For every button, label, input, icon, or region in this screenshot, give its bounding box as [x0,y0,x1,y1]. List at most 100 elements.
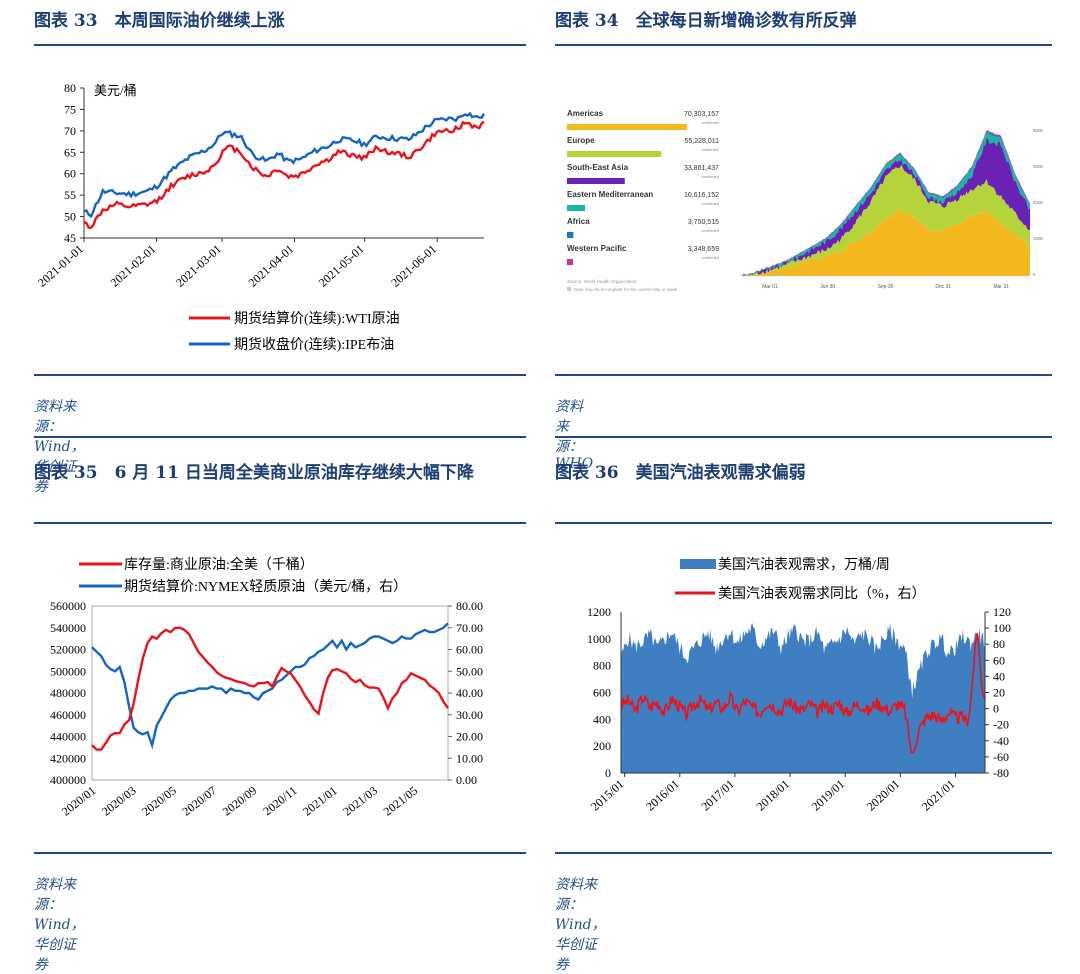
x-tick-label: Sep 30 [878,284,894,290]
who-cases-chart: Americas 70,303,157 confirmed Europe 55,228,… [567,109,1044,292]
area-south-east-asia [741,137,1030,276]
area-americas [741,208,1030,276]
region-value: 10,616,152 [684,192,719,199]
y-tick-label: 800k [1033,128,1044,133]
y-right-tick-label: 70.00 [456,621,483,635]
y-right-tick-label: 0 [993,702,999,716]
y-right-tick-label: 10.00 [456,751,483,765]
x-tick-label: 2018/01 [753,777,792,814]
y-tick-label: 400k [1033,200,1044,205]
x-tick-label: 2020/07 [180,783,220,818]
y-left-tick-label: 420000 [50,751,86,765]
x-tick-label: 2016/01 [643,777,682,814]
x-tick-label: 2021-05-01 [316,242,367,290]
region-name: Eastern Mediterranean [567,190,653,199]
x-tick-label: Jun 30 [820,284,835,290]
y-right-tick-label: 20 [993,686,1005,700]
y-left-tick-label: 1000 [587,632,611,646]
region-bar [567,151,662,157]
y-tick-label: 70 [64,124,76,138]
x-tick-label: 2021/01 [919,777,958,814]
legend-label: 期货结算价(连续):WTI原油 [234,310,400,327]
region-bar [567,124,687,130]
x-tick-label: 2021/01 [300,783,340,818]
y-left-tick-label: 560000 [50,599,86,613]
confirmed-label: confirmed [701,174,719,179]
region-bar [567,205,586,211]
y-tick-label: 600k [1033,164,1044,169]
y-left-tick-label: 600 [593,686,611,700]
x-tick-label: 2015/01 [588,777,627,814]
y-left-tick-label: 800 [593,659,611,673]
x-tick-label: 2021-06-01 [388,242,439,290]
y-right-tick-label: 60.00 [456,643,483,657]
series-line-nymex [91,622,449,750]
region-value: 33,861,437 [684,165,719,172]
x-tick-label: 2020/09 [220,783,260,818]
panel-title: 图表 35 6 月 11 日当周全美商业原油库存继续大幅下降 [34,463,474,483]
y-right-tick-label: 20.00 [456,730,483,744]
region-name: South-East Asia [567,163,629,172]
x-tick-label: Dec 31 [935,284,951,290]
confirmed-label: confirmed [701,201,719,206]
source-rule [555,374,1052,376]
plot-frame [91,605,449,781]
legend-label: 美国汽油表观需求，万桶/周 [718,557,890,573]
legend-label: 期货收盘价(连续):IPE布油 [234,336,394,353]
x-tick-label: 2020/01 [864,777,903,814]
legend-label: 库存量:商业原油:全美（千桶） [124,556,314,573]
y-right-tick-label: -60 [993,750,1009,764]
region-name: Europe [567,136,595,145]
y-right-tick-label: 80 [993,637,1005,651]
y-left-tick-label: 400000 [50,773,86,787]
y-right-tick-label: -40 [993,734,1009,748]
source-note: 资料来源：Wind，华创证券 [555,877,606,973]
x-tick-label: 2019/01 [809,777,848,814]
top-rule [34,436,526,438]
y-left-tick-label: 480000 [50,686,86,700]
data-note: Data may be incomplete for the current d… [574,287,678,292]
y-left-tick-label: 440000 [50,730,86,744]
y-right-tick-label: 80.00 [456,599,483,613]
x-tick-label: 2017/01 [698,777,737,814]
y-right-tick-label: -80 [993,766,1009,780]
x-tick-label: 2021/05 [381,783,421,818]
series-line-yoy [620,632,986,755]
y-tick-label: 55 [64,188,76,202]
y-right-tick-label: 50.00 [456,664,483,678]
y-left-tick-label: 0 [605,766,611,780]
panel-title: 图表 34 全球每日新增确诊数有所反弹 [555,11,857,31]
note-swatch [567,287,571,291]
y-tick-label: 200k [1033,236,1044,241]
region-value: 55,228,011 [684,138,719,145]
area-europe [741,164,1030,276]
panel-title: 图表 36 美国汽油表观需求偏弱 [555,463,806,483]
y-left-tick-label: 540000 [50,621,86,635]
x-tick-label: 2020/11 [260,783,299,818]
region-bar [567,232,574,238]
y-left-tick-label: 460000 [50,708,86,722]
y-left-tick-label: 500000 [50,664,86,678]
top-rule [555,436,1052,438]
oil-price-chart: 45 50 55 60 65 70 75 80 美元/桶 2021-01-01 2021-02-01… [35,81,486,353]
area-gasoline-demand [621,623,985,773]
source-note-who: Source: World Health Organization [567,279,637,284]
y-tick-label: 60 [64,167,76,181]
y-right-tick-label: 40.00 [456,686,483,700]
region-name: Africa [567,217,590,226]
confirmed-label: confirmed [701,120,719,125]
source-note: 资料来源：Wind，华创证券 [34,399,85,495]
x-tick-label: 2021/03 [340,783,380,818]
source-rule [555,852,1052,854]
region-value: 70,303,157 [684,111,719,118]
y-left-tick-label: 1200 [587,605,611,619]
region-name: Americas [567,109,604,118]
y-right-tick-label: 0.00 [456,773,477,787]
source-rule [34,374,526,376]
y-left-tick-label: 200 [593,739,611,753]
x-tick-label: 2021-04-01 [246,242,297,290]
series-line-inventory [91,626,449,751]
x-tick-label: 2020/03 [99,783,139,818]
y-right-tick-label: 100 [993,621,1011,635]
y-right-tick-label: 120 [993,605,1011,619]
